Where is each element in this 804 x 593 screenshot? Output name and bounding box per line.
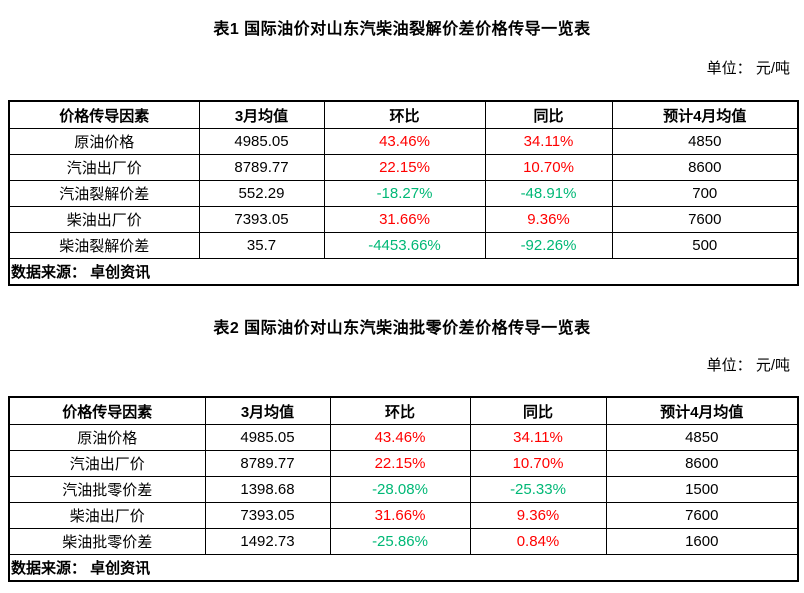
table-header-row: 价格传导因素 3月均值 环比 同比 预计4月均值	[8, 100, 799, 129]
factor-cell: 柴油出厂价	[8, 502, 206, 529]
factor-cell: 汽油出厂价	[8, 450, 206, 477]
table1-unit-label: 单位： 元/吨	[706, 60, 790, 77]
april-forecast-cell: 8600	[611, 154, 799, 181]
header-april-forecast: 预计4月均值	[611, 100, 799, 129]
yoy-cell: -25.33%	[469, 476, 607, 503]
factor-cell: 汽油出厂价	[8, 154, 200, 181]
april-forecast-cell: 700	[611, 180, 799, 207]
march-average-cell: 8789.77	[204, 450, 331, 477]
factor-cell: 汽油裂解价差	[8, 180, 200, 207]
april-forecast-cell: 8600	[605, 450, 799, 477]
header-yoy: 同比	[469, 396, 607, 425]
march-average-cell: 7393.05	[198, 206, 325, 233]
yoy-cell: 9.36%	[484, 206, 613, 233]
header-factor: 价格传导因素	[8, 100, 200, 129]
mom-cell: 43.46%	[323, 128, 486, 155]
april-forecast-cell: 4850	[611, 128, 799, 155]
yoy-cell: 34.11%	[469, 424, 607, 451]
wholesale-retail-spread-table: 价格传导因素 3月均值 环比 同比 预计4月均值 原油价格 4985.05 43…	[8, 396, 799, 582]
march-average-cell: 1492.73	[204, 528, 331, 555]
crack-spread-table: 价格传导因素 3月均值 环比 同比 预计4月均值 原油价格 4985.05 43…	[8, 100, 799, 286]
table2-unit-label: 单位： 元/吨	[706, 357, 790, 374]
data-source-label: 数据来源： 卓创资讯	[8, 258, 799, 286]
april-forecast-cell: 7600	[611, 206, 799, 233]
factor-cell: 柴油批零价差	[8, 528, 206, 555]
table-row: 柴油出厂价 7393.05 31.66% 9.36% 7600	[8, 502, 799, 529]
table-row: 汽油出厂价 8789.77 22.15% 10.70% 8600	[8, 154, 799, 181]
header-factor: 价格传导因素	[8, 396, 206, 425]
march-average-cell: 4985.05	[198, 128, 325, 155]
mom-cell: 22.15%	[323, 154, 486, 181]
mom-cell: 43.46%	[329, 424, 471, 451]
yoy-cell: 10.70%	[484, 154, 613, 181]
factor-cell: 原油价格	[8, 424, 206, 451]
table2-title: 表2 国际油价对山东汽柴油批零价差价格传导一览表	[213, 320, 591, 337]
table-row: 柴油批零价差 1492.73 -25.86% 0.84% 1600	[8, 528, 799, 555]
table-row: 汽油出厂价 8789.77 22.15% 10.70% 8600	[8, 450, 799, 477]
mom-cell: -28.08%	[329, 476, 471, 503]
yoy-cell: -92.26%	[484, 232, 613, 259]
table-row: 汽油批零价差 1398.68 -28.08% -25.33% 1500	[8, 476, 799, 503]
table-row: 原油价格 4985.05 43.46% 34.11% 4850	[8, 128, 799, 155]
factor-cell: 汽油批零价差	[8, 476, 206, 503]
april-forecast-cell: 4850	[605, 424, 799, 451]
data-source-label: 数据来源： 卓创资讯	[8, 554, 799, 582]
mom-cell: -4453.66%	[323, 232, 486, 259]
table-row: 原油价格 4985.05 43.46% 34.11% 4850	[8, 424, 799, 451]
header-march-average: 3月均值	[198, 100, 325, 129]
factor-cell: 柴油裂解价差	[8, 232, 200, 259]
march-average-cell: 4985.05	[204, 424, 331, 451]
table-source-row: 数据来源： 卓创资讯	[8, 554, 799, 582]
march-average-cell: 552.29	[198, 180, 325, 207]
yoy-cell: -48.91%	[484, 180, 613, 207]
table-header-row: 价格传导因素 3月均值 环比 同比 预计4月均值	[8, 396, 799, 425]
mom-cell: -18.27%	[323, 180, 486, 207]
table-row: 汽油裂解价差 552.29 -18.27% -48.91% 700	[8, 180, 799, 207]
yoy-cell: 34.11%	[484, 128, 613, 155]
mom-cell: 31.66%	[329, 502, 471, 529]
header-march-average: 3月均值	[204, 396, 331, 425]
header-yoy: 同比	[484, 100, 613, 129]
april-forecast-cell: 1600	[605, 528, 799, 555]
april-forecast-cell: 1500	[605, 476, 799, 503]
march-average-cell: 35.7	[198, 232, 325, 259]
march-average-cell: 1398.68	[204, 476, 331, 503]
april-forecast-cell: 500	[611, 232, 799, 259]
header-mom: 环比	[323, 100, 486, 129]
yoy-cell: 10.70%	[469, 450, 607, 477]
table-row: 柴油裂解价差 35.7 -4453.66% -92.26% 500	[8, 232, 799, 259]
april-forecast-cell: 7600	[605, 502, 799, 529]
yoy-cell: 0.84%	[469, 528, 607, 555]
factor-cell: 柴油出厂价	[8, 206, 200, 233]
yoy-cell: 9.36%	[469, 502, 607, 529]
table-row: 柴油出厂价 7393.05 31.66% 9.36% 7600	[8, 206, 799, 233]
mom-cell: 31.66%	[323, 206, 486, 233]
table1-title: 表1 国际油价对山东汽柴油裂解价差价格传导一览表	[213, 21, 591, 38]
header-mom: 环比	[329, 396, 471, 425]
mom-cell: -25.86%	[329, 528, 471, 555]
header-april-forecast: 预计4月均值	[605, 396, 799, 425]
table-source-row: 数据来源： 卓创资讯	[8, 258, 799, 286]
march-average-cell: 8789.77	[198, 154, 325, 181]
march-average-cell: 7393.05	[204, 502, 331, 529]
factor-cell: 原油价格	[8, 128, 200, 155]
mom-cell: 22.15%	[329, 450, 471, 477]
